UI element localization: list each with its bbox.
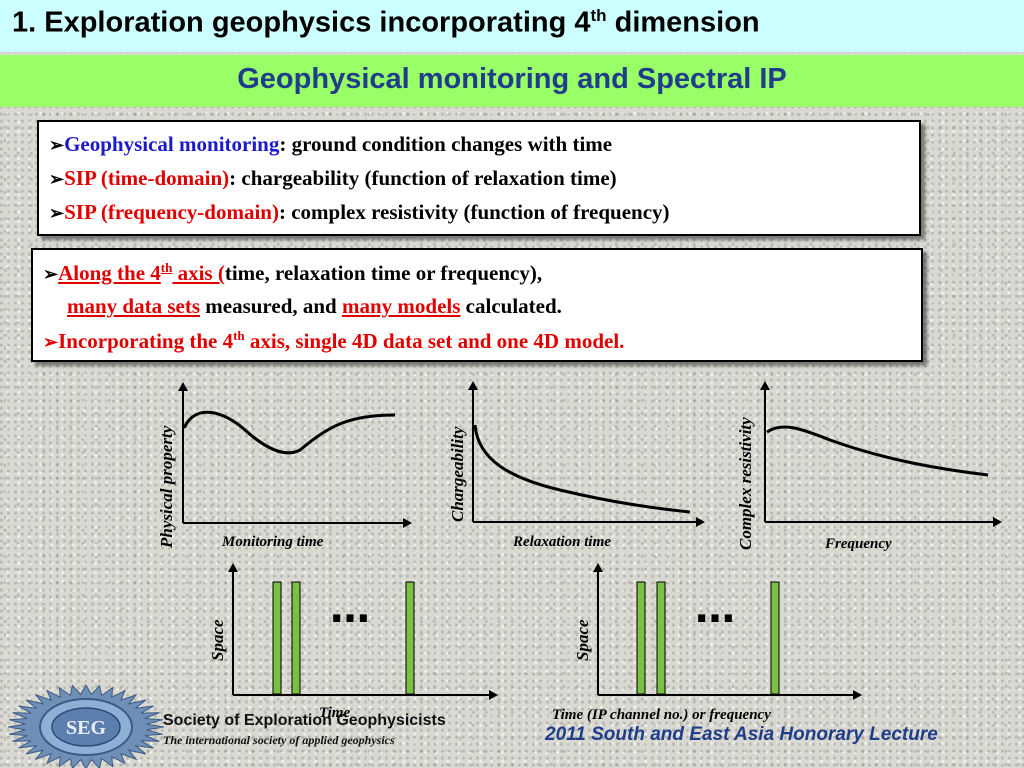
plot-physical-property: Physical property Monitoring time xyxy=(157,382,412,550)
bullet-arrow-icon: ➢ xyxy=(43,332,59,352)
concept-line-1: ➢Along the 4th axis (time, relaxation ti… xyxy=(43,260,542,286)
data-bar xyxy=(291,581,301,695)
ellipsis: … xyxy=(695,586,735,632)
desc-sip-time: : chargeability (function of relaxation … xyxy=(229,166,617,190)
x-label: Monitoring time xyxy=(221,534,324,550)
lecture-title: 2011 South and East Asia Honorary Lectur… xyxy=(545,724,938,745)
term-monitoring: Geophysical monitoring xyxy=(64,132,280,156)
x-label: Time (IP channel no.) or frequency xyxy=(552,707,771,723)
concept-axis-sup: th xyxy=(160,260,173,275)
subtitle-bar: Geophysical monitoring and Spectral IP xyxy=(0,55,1024,107)
x-label: Relaxation time xyxy=(512,534,611,550)
concept-line-3: ➢Incorporating the 4th axis, single 4D d… xyxy=(43,328,624,354)
section-time: … Space Time xyxy=(208,563,498,721)
concept-box: ➢Along the 4th axis (time, relaxation ti… xyxy=(31,248,923,362)
plot-chargeability: Chargeability Relaxation time xyxy=(448,381,705,550)
y-label: Space xyxy=(573,619,592,661)
many-data-sets: many data sets xyxy=(67,294,201,318)
data-bar xyxy=(636,581,646,695)
y-label: Chargeability xyxy=(448,426,467,522)
society-name: Society of Exploration Geophysicists xyxy=(163,712,446,729)
data-bar xyxy=(405,581,415,695)
many-models: many models xyxy=(341,294,461,318)
title-tail: dimension xyxy=(606,6,760,39)
title-superscript: th xyxy=(590,6,607,25)
title-main: 1. Exploration geophysics incorporating … xyxy=(12,6,591,39)
x-label: Frequency xyxy=(824,536,892,552)
y-label: Space xyxy=(208,619,227,661)
seg-logo-icon: SEG xyxy=(7,683,165,768)
slide-subtitle: Geophysical monitoring and Spectral IP xyxy=(237,63,787,95)
definitions-box: ➢Geophysical monitoring: ground conditio… xyxy=(37,120,921,236)
concept-incorporating-a: Incorporating the 4 xyxy=(58,329,234,353)
data-bar xyxy=(656,581,666,695)
section-ip-channel: … Space Time (IP channel no.) or frequen… xyxy=(552,563,862,723)
desc-sip-frequency: : complex resistivity (function of frequ… xyxy=(278,200,670,224)
bullet-arrow-icon: ➢ xyxy=(43,264,59,284)
property-curve xyxy=(182,410,396,455)
concept-measured: measured, and xyxy=(200,294,342,318)
concept-axis-a: Along the 4 xyxy=(58,261,161,285)
title-bar: 1. Exploration geophysics incorporating … xyxy=(0,0,1024,52)
bullet-arrow-icon: ➢ xyxy=(49,203,65,223)
logo-text: SEG xyxy=(66,717,106,739)
concept-calculated: calculated. xyxy=(460,294,562,318)
y-label: Physical property xyxy=(157,425,176,549)
bullet-arrow-icon: ➢ xyxy=(49,135,65,155)
definition-sip-time: ➢SIP (time-domain): chargeability (funct… xyxy=(49,166,617,191)
concept-incorporating-sup: th xyxy=(233,328,245,343)
resistivity-curve xyxy=(766,425,989,477)
ellipsis: … xyxy=(330,586,370,632)
definition-monitoring: ➢Geophysical monitoring: ground conditio… xyxy=(49,132,612,157)
concept-axis-c: time, relaxation time or frequency), xyxy=(224,261,543,285)
definition-sip-frequency: ➢SIP (frequency-domain): complex resisti… xyxy=(49,200,670,225)
bullet-arrow-icon: ➢ xyxy=(49,169,65,189)
concept-axis-b: axis ( xyxy=(172,261,225,285)
desc-monitoring: : ground condition changes with time xyxy=(279,132,613,156)
x-label: Time xyxy=(319,705,350,721)
y-label: Complex resistivity xyxy=(736,417,755,550)
concept-line-2: many data sets measured, and many models… xyxy=(67,294,562,319)
decay-curve xyxy=(473,424,691,514)
slide-title: 1. Exploration geophysics incorporating … xyxy=(12,6,760,40)
data-bar xyxy=(770,581,780,695)
term-sip-frequency: SIP (frequency-domain) xyxy=(64,200,279,224)
data-bar xyxy=(272,581,282,695)
concept-incorporating-b: axis, single 4D data set and one 4D mode… xyxy=(244,329,625,353)
term-sip-time: SIP (time-domain) xyxy=(64,166,230,190)
plot-complex-resistivity: Complex resistivity Frequency xyxy=(736,381,1002,552)
society-tagline: The international society of applied geo… xyxy=(163,733,395,747)
